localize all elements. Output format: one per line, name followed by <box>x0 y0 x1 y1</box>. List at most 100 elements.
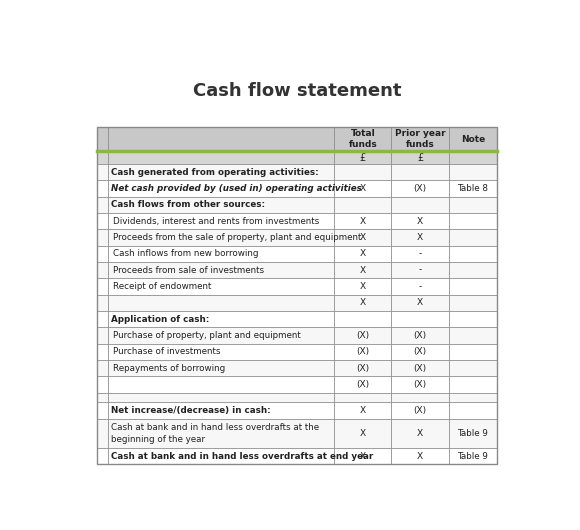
Bar <box>448 213 497 229</box>
Bar <box>448 448 497 464</box>
Text: (X): (X) <box>414 347 426 356</box>
Bar <box>334 402 392 419</box>
Bar <box>448 151 497 164</box>
Bar <box>97 229 108 245</box>
Text: (X): (X) <box>414 331 426 340</box>
Bar <box>97 164 108 180</box>
Text: X: X <box>360 184 366 193</box>
Text: Table 9: Table 9 <box>458 452 488 461</box>
Bar <box>334 311 392 327</box>
Bar <box>97 402 108 419</box>
Text: Cash generated from operating activities:: Cash generated from operating activities… <box>111 167 318 176</box>
Bar <box>97 360 108 376</box>
Bar <box>448 327 497 343</box>
Text: Dividends, interest and rents from investments: Dividends, interest and rents from inves… <box>113 217 320 226</box>
Bar <box>334 419 392 448</box>
Text: -: - <box>418 249 422 258</box>
Bar <box>334 393 392 402</box>
Bar <box>392 402 448 419</box>
Bar <box>334 262 392 278</box>
Bar <box>108 343 334 360</box>
Bar <box>448 376 497 393</box>
Text: Prior year
funds: Prior year funds <box>395 129 445 149</box>
Bar <box>108 393 334 402</box>
Bar <box>97 278 108 295</box>
Bar <box>448 402 497 419</box>
Bar <box>97 327 108 343</box>
Text: Purchase of property, plant and equipment: Purchase of property, plant and equipmen… <box>113 331 301 340</box>
Bar <box>392 245 448 262</box>
Bar <box>334 151 392 164</box>
Bar <box>108 245 334 262</box>
Text: -: - <box>418 266 422 275</box>
Text: Cash at bank and in hand less overdrafts at the
beginning of the year: Cash at bank and in hand less overdrafts… <box>111 423 318 444</box>
Bar <box>334 295 392 311</box>
Bar <box>108 151 334 164</box>
Text: (X): (X) <box>356 364 369 373</box>
Bar <box>334 245 392 262</box>
Bar <box>392 127 448 151</box>
Text: Total
funds: Total funds <box>349 129 377 149</box>
Bar <box>448 343 497 360</box>
Text: (X): (X) <box>356 347 369 356</box>
Bar <box>448 164 497 180</box>
Text: Cash flows from other sources:: Cash flows from other sources: <box>111 200 264 209</box>
Bar <box>97 343 108 360</box>
Bar <box>108 278 334 295</box>
Text: Application of cash:: Application of cash: <box>111 315 209 323</box>
Bar <box>448 262 497 278</box>
Text: Table 9: Table 9 <box>458 429 488 438</box>
Bar <box>97 127 108 151</box>
Bar <box>108 262 334 278</box>
Text: (X): (X) <box>356 331 369 340</box>
Bar <box>97 295 108 311</box>
Bar <box>392 327 448 343</box>
Bar <box>108 376 334 393</box>
Text: Receipt of endowment: Receipt of endowment <box>113 282 212 291</box>
Bar <box>448 419 497 448</box>
Text: Proceeds from the sale of property, plant and equipment: Proceeds from the sale of property, plan… <box>113 233 361 242</box>
Text: (X): (X) <box>414 184 426 193</box>
Bar <box>108 229 334 245</box>
Bar <box>108 360 334 376</box>
Bar <box>392 295 448 311</box>
Text: X: X <box>360 452 366 461</box>
Bar <box>392 213 448 229</box>
Bar <box>448 278 497 295</box>
Bar <box>392 151 448 164</box>
Text: X: X <box>360 249 366 258</box>
Bar <box>97 448 108 464</box>
Bar <box>97 127 497 464</box>
Text: Proceeds from sale of investments: Proceeds from sale of investments <box>113 266 264 275</box>
Text: (X): (X) <box>414 406 426 415</box>
Bar <box>108 448 334 464</box>
Bar <box>392 393 448 402</box>
Text: X: X <box>360 298 366 307</box>
Text: Repayments of borrowing: Repayments of borrowing <box>113 364 226 373</box>
Text: Table 8: Table 8 <box>458 184 488 193</box>
Text: X: X <box>417 233 423 242</box>
Text: X: X <box>417 452 423 461</box>
Bar <box>448 311 497 327</box>
Bar <box>97 213 108 229</box>
Text: X: X <box>360 217 366 226</box>
Bar <box>448 180 497 197</box>
Text: X: X <box>417 217 423 226</box>
Bar <box>392 376 448 393</box>
Bar <box>108 213 334 229</box>
Bar <box>334 448 392 464</box>
Bar <box>392 180 448 197</box>
Bar <box>334 127 392 151</box>
Text: X: X <box>360 282 366 291</box>
Bar <box>334 327 392 343</box>
Bar <box>392 343 448 360</box>
Bar <box>334 343 392 360</box>
Bar <box>448 393 497 402</box>
Text: £: £ <box>417 153 423 163</box>
Bar <box>334 180 392 197</box>
Bar <box>448 295 497 311</box>
Text: X: X <box>360 406 366 415</box>
Bar <box>108 402 334 419</box>
Bar <box>97 393 108 402</box>
Text: Cash inflows from new borrowing: Cash inflows from new borrowing <box>113 249 259 258</box>
